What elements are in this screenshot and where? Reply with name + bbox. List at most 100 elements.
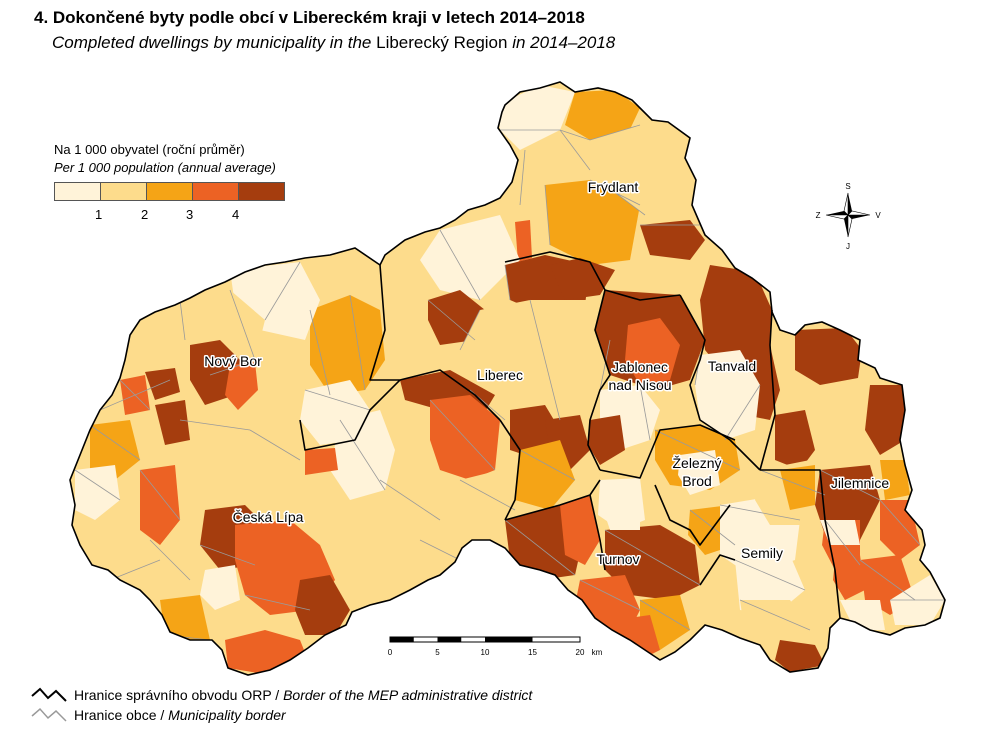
map-title-cz: 4. Dokončené byty podle obcí v Liberecké… [34,8,585,27]
orp-border [759,309,776,471]
municipality-border [459,479,516,511]
city-label: Frýdlant [588,179,639,195]
legend-municipality-border: Hranice obce / Municipality border [30,706,286,724]
municipality-area [460,470,515,530]
municipality-border [209,359,256,376]
municipality-border [519,449,576,481]
municipality-border [824,519,861,566]
municipality-area [865,385,905,455]
municipality-border [309,309,331,396]
municipality-area [515,220,532,262]
municipality-border [529,299,561,421]
municipality-area [740,600,810,645]
municipality-border [179,419,251,431]
municipality-area [700,265,780,420]
compass-north: S [845,182,850,191]
municipality-area [460,300,610,420]
scale-tick-20: 20 [576,648,585,657]
orp-border [504,479,601,521]
orp-border [599,424,736,479]
legend-break-4: 4 [232,207,240,222]
municipality-area [295,575,350,635]
municipality-border [504,264,511,301]
municipality-area [420,215,520,300]
municipality-border [724,384,761,441]
municipality-area [640,220,705,260]
municipality-border [439,229,481,301]
municipality-area [155,400,190,445]
orp-border [679,294,761,471]
city-label: Železný [672,455,721,471]
scale-tick-0: 0 [388,648,393,657]
municipality-border [264,261,301,321]
municipality-border [109,559,161,581]
legend-swatch-2 [101,183,147,200]
municipality-border [199,544,256,566]
municipality-area [560,495,600,565]
scale-unit: km [592,648,603,657]
city-label: Semily [741,545,783,561]
municipality-area [225,362,258,410]
orp-border [499,419,521,521]
municipality-area [515,440,575,510]
legend-break-1: 1 [95,207,103,222]
municipality-area [833,555,865,600]
compass-south: J [846,242,850,251]
municipality-area [880,460,910,500]
municipality-border [179,299,186,341]
scale-tick-5: 5 [435,648,440,657]
municipality-border [379,479,441,521]
municipality-border [349,294,366,391]
municipality-border [74,469,121,501]
municipality-border [519,149,526,206]
municipality-border [604,184,646,216]
orp-border [699,554,736,586]
municipality-border [719,504,801,521]
municipality-border [734,559,806,591]
municipality-area [588,415,625,465]
legend-color-scale [54,182,285,201]
municipality-area [775,410,815,470]
city-label: Nový Bor [204,353,262,369]
municipality-border [739,599,811,631]
city-label: Jablonec [612,359,668,375]
legend-break-2: 2 [141,207,149,222]
municipality-area [140,465,180,545]
legend-swatch-3 [147,183,193,200]
city-label: Brod [682,473,712,489]
municipality-border [429,399,496,471]
municipality-area [678,450,720,495]
municipality-border [249,429,301,461]
legend-break-3: 3 [186,207,194,222]
orp-border [587,289,611,471]
municipality-border [99,379,171,411]
orp-border [504,251,681,301]
city-label: Česká Lípa [233,509,304,525]
municipality-area [565,90,640,140]
municipality-border [149,539,191,581]
orp-border [760,469,841,619]
municipality-area [305,448,338,475]
municipality-area [775,640,825,672]
municipality-border [654,429,741,471]
legend-orp-border: Hranice správního obvodu ORP / Border of… [30,686,532,704]
municipality-border [759,469,826,496]
municipality-border [427,299,476,341]
municipality-border [89,424,141,461]
municipality-border [304,389,371,411]
municipality-area [625,318,680,385]
orp-border [299,379,401,451]
compass-east: V [875,211,881,220]
municipality-area [90,420,140,480]
municipality-border [419,539,461,561]
city-label: Jilemnice [831,475,890,491]
municipality-border [579,579,641,611]
city-label: Turnov [596,551,639,567]
municipality-border [229,289,256,361]
orp-border-icon [31,687,67,702]
municipality-border [244,594,311,611]
legend-title-cz: Na 1 000 obyvatel (roční průměr) [54,142,245,157]
municipality-border [604,529,701,586]
municipality-area [145,368,180,400]
